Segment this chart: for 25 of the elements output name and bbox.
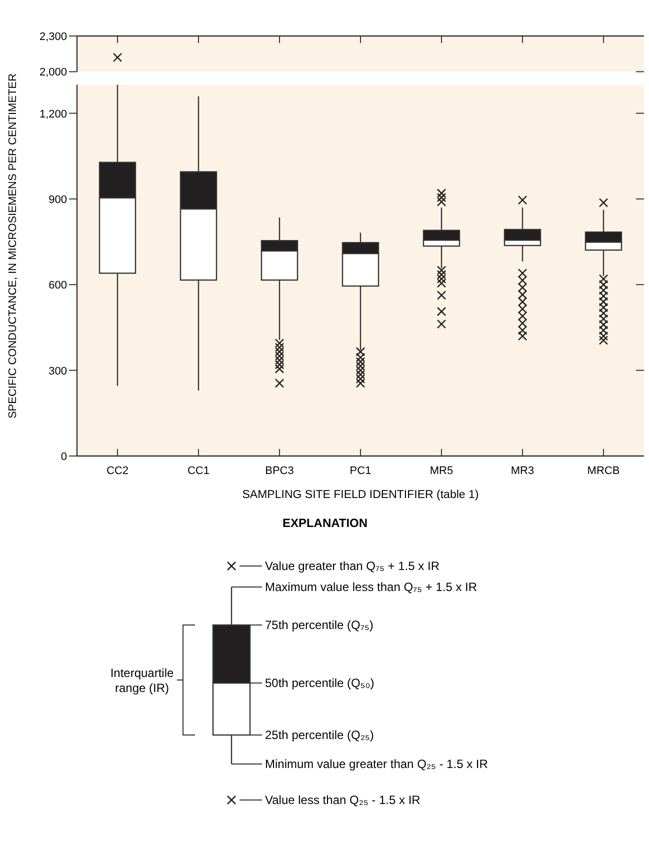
y-tick-label: 2,000 [39, 66, 67, 79]
y-tick-label: 600 [48, 280, 67, 292]
x-tick-label: MRCB [587, 465, 620, 477]
x-tick-label: CC1 [187, 465, 210, 477]
text: 50th percentile (Q₅₀) [265, 676, 374, 690]
y-tick-label: 1,200 [39, 108, 67, 120]
x-axis-title: SAMPLING SITE FIELD IDENTIFIER (table 1) [242, 489, 479, 501]
x-tick-label: MR3 [510, 465, 534, 477]
x-tick-label: BPC3 [265, 465, 294, 477]
text: 75th percentile (Q₇₅) [265, 618, 374, 632]
text: Interquartile range (IR) [110, 666, 174, 695]
x-tick-label: MR5 [430, 465, 454, 477]
text: 25th percentile (Q₂₅) [265, 728, 374, 742]
x-tick-label: PC1 [350, 465, 372, 477]
text: Maximum value less than Q₇₅ + 1.5 x IR [265, 580, 478, 594]
text: Value less than Q₂₅ - 1.5 x IR [265, 793, 421, 807]
text: EXPLANATION [282, 516, 368, 530]
y-tick-label: 0 [60, 451, 67, 463]
text: Minimum value greater than Q₂₅ - 1.5 x IR [265, 757, 488, 771]
y-axis-title: SPECIFIC CONDUCTANCE, IN MICROSIEMENS PER CENTIMETER [7, 73, 19, 419]
x-tick-label: CC2 [106, 465, 129, 477]
y-tick-label: 900 [48, 194, 67, 206]
text: Value greater than Q₇₅ + 1.5 x IR [265, 559, 440, 573]
y-tick-label: 2,300 [39, 31, 67, 43]
y-tick-label: 300 [48, 365, 67, 378]
